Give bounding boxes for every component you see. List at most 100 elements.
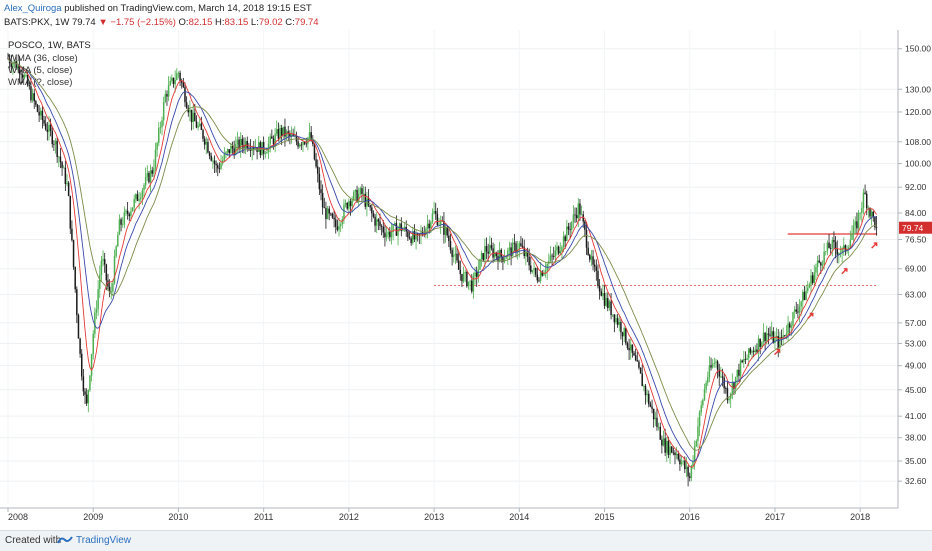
candle-body	[698, 412, 701, 427]
candle-body	[826, 242, 829, 252]
candle-body	[59, 156, 62, 163]
ma-line-red[interactable]	[7, 58, 877, 468]
candle-body	[192, 112, 194, 122]
candle-body	[780, 336, 783, 339]
candle-body	[857, 212, 860, 229]
candle-body	[803, 291, 806, 300]
ma-line-blue[interactable]	[7, 58, 877, 462]
candle-body	[105, 264, 108, 281]
candle-body	[448, 235, 450, 242]
candle-body	[847, 247, 850, 250]
candle-body	[734, 376, 737, 389]
candle-body	[97, 288, 99, 310]
candle-body	[298, 144, 301, 147]
candle-body	[454, 253, 457, 256]
candle-body	[521, 245, 524, 248]
candle-body	[577, 203, 580, 219]
candle-body	[215, 164, 217, 166]
candle-body	[166, 94, 168, 97]
candle-body	[335, 219, 337, 227]
candle-body	[53, 144, 55, 145]
candle-body	[144, 176, 147, 186]
candle-body	[217, 165, 219, 169]
arrow-up-right-icon	[841, 268, 848, 275]
grid	[0, 30, 898, 508]
candle-body	[38, 111, 40, 116]
candle-body	[310, 132, 312, 141]
candle-body	[652, 408, 655, 420]
candle-body	[277, 129, 280, 139]
candle-body	[430, 222, 432, 229]
x-tick-label: 2015	[595, 512, 615, 522]
candle-body	[43, 120, 45, 124]
candle-body	[333, 217, 335, 220]
candle-body	[21, 74, 24, 78]
candle-body	[525, 251, 527, 256]
candle-body	[380, 225, 383, 227]
candle-body	[118, 219, 121, 235]
candle-body	[123, 212, 126, 225]
candle-body	[762, 332, 765, 343]
candle-body	[531, 269, 534, 272]
candle-body	[195, 121, 198, 128]
candle-body	[638, 361, 640, 368]
candle-body	[792, 312, 794, 326]
candle-body	[680, 461, 683, 465]
candle-body	[536, 274, 539, 281]
candle-body	[331, 213, 334, 218]
candle-body	[459, 269, 462, 275]
candle-body	[158, 127, 160, 143]
candle-body	[72, 240, 75, 268]
candle-body	[207, 142, 209, 153]
candle-body	[369, 205, 371, 208]
candle-body	[874, 217, 876, 228]
candle-body	[318, 173, 321, 190]
arrow-up-right-icon	[774, 348, 781, 356]
tradingview-brand-link[interactable]: TradingView	[76, 535, 132, 546]
candle-body	[510, 247, 512, 257]
candle-body	[552, 256, 555, 257]
y-tick-label: 84.00	[905, 208, 927, 218]
candle-body	[280, 128, 283, 136]
candle-body	[764, 332, 766, 342]
candle-body	[662, 438, 665, 446]
candle-body	[500, 249, 503, 257]
price-axis[interactable]: 150.00 130.00 120.00 108.00 100.00 92.00 84.00…	[898, 44, 932, 486]
candle-body	[566, 226, 568, 241]
price-chart[interactable]: 150.00 130.00 120.00 108.00 100.00 92.00 84.00…	[0, 30, 932, 530]
candle-body	[139, 197, 142, 200]
candle-body	[538, 280, 540, 282]
candle-body	[716, 361, 719, 370]
x-tick-label: 2012	[339, 512, 359, 522]
candle-body	[453, 255, 455, 257]
candle-body	[294, 135, 296, 137]
candle-body	[533, 268, 535, 270]
candle-body	[838, 253, 840, 255]
candle-body	[592, 256, 594, 265]
author-link[interactable]: Alex_Quiroga	[4, 3, 62, 14]
candle-body	[92, 333, 94, 355]
candle-body	[76, 289, 78, 316]
candle-body	[779, 336, 781, 349]
tradingview-logo-icon[interactable]	[57, 534, 73, 549]
candle-body	[300, 144, 303, 146]
candle-body	[607, 298, 609, 308]
candle-body	[189, 109, 191, 113]
candle-body	[190, 109, 193, 122]
candle-body	[784, 335, 786, 337]
candle-body	[444, 227, 447, 235]
candle-body	[85, 394, 88, 404]
candle-body	[264, 153, 267, 155]
time-axis[interactable]: 2008 2009 2010 2011 2012 2013 2014 2015 2016 2017…	[7, 508, 870, 522]
candle-body	[297, 141, 299, 147]
candle-body	[836, 248, 838, 255]
candle-body	[507, 250, 509, 257]
candle-body	[802, 291, 804, 302]
ma-line-olive[interactable]	[7, 58, 877, 451]
symbol-label: BATS:PKX, 1W	[4, 17, 70, 28]
candle-body	[603, 293, 606, 306]
candle-body	[46, 129, 49, 132]
y-tick-label: 76.50	[905, 234, 927, 244]
candle-body	[67, 182, 70, 196]
candle-body	[484, 246, 486, 261]
